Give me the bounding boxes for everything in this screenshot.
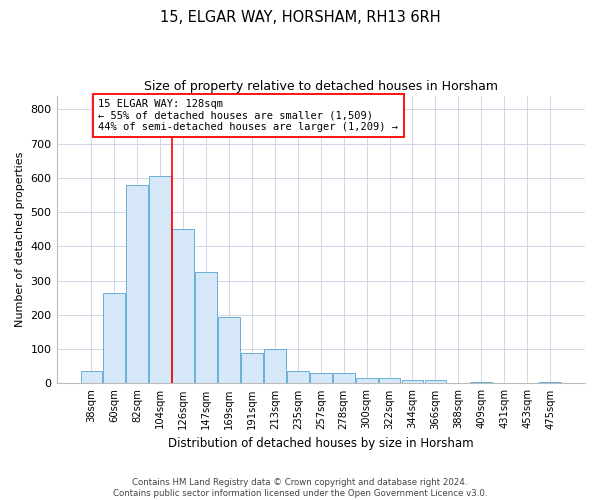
- Bar: [287, 372, 309, 384]
- Text: 15, ELGAR WAY, HORSHAM, RH13 6RH: 15, ELGAR WAY, HORSHAM, RH13 6RH: [160, 10, 440, 25]
- Text: 15 ELGAR WAY: 128sqm
← 55% of detached houses are smaller (1,509)
44% of semi-de: 15 ELGAR WAY: 128sqm ← 55% of detached h…: [98, 99, 398, 132]
- Bar: [356, 378, 377, 384]
- Bar: [172, 229, 194, 384]
- Bar: [241, 352, 263, 384]
- Bar: [264, 349, 286, 384]
- Bar: [379, 378, 400, 384]
- Bar: [310, 373, 332, 384]
- Title: Size of property relative to detached houses in Horsham: Size of property relative to detached ho…: [144, 80, 498, 93]
- Bar: [103, 292, 125, 384]
- X-axis label: Distribution of detached houses by size in Horsham: Distribution of detached houses by size …: [168, 437, 473, 450]
- Bar: [470, 382, 492, 384]
- Bar: [195, 272, 217, 384]
- Text: Contains HM Land Registry data © Crown copyright and database right 2024.
Contai: Contains HM Land Registry data © Crown c…: [113, 478, 487, 498]
- Y-axis label: Number of detached properties: Number of detached properties: [15, 152, 25, 327]
- Bar: [333, 373, 355, 384]
- Bar: [218, 316, 240, 384]
- Bar: [80, 372, 103, 384]
- Bar: [127, 184, 148, 384]
- Bar: [425, 380, 446, 384]
- Bar: [401, 380, 424, 384]
- Bar: [539, 382, 561, 384]
- Bar: [149, 176, 171, 384]
